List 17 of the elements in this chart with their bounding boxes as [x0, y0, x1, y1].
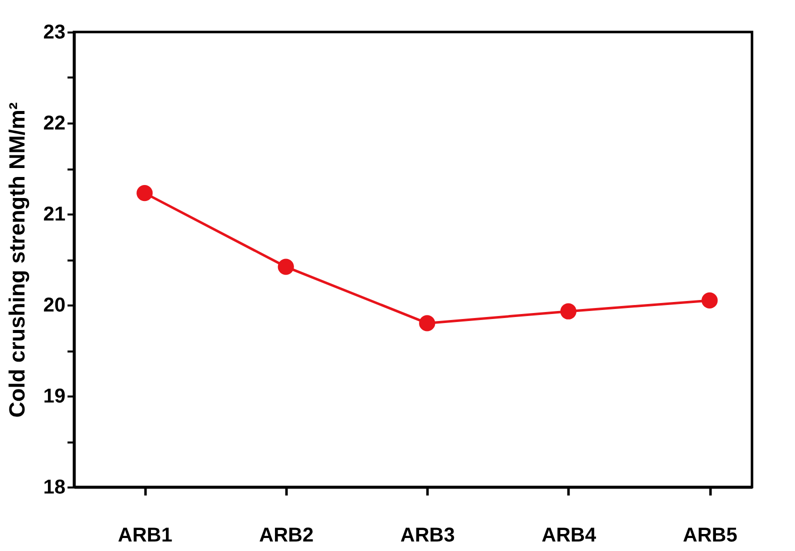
y-tick-label: 18 [43, 476, 66, 498]
point [560, 303, 576, 320]
point [278, 258, 294, 275]
x-tick-label: ARB4 [542, 524, 597, 546]
point [136, 185, 153, 202]
x-tick-label: ARB5 [682, 524, 738, 546]
y-tick-label: 22 [43, 112, 66, 134]
y-tick-label: 21 [43, 204, 66, 226]
y-tick-label: 19 [43, 386, 66, 408]
y-tick-label: 20 [43, 294, 66, 316]
y-axis-title: Cold crushing strength NM/m² [4, 102, 30, 418]
point [702, 292, 718, 308]
y-tick-label: 23 [43, 22, 66, 44]
point [419, 315, 436, 332]
x-tick-label: ARB2 [259, 524, 314, 546]
x-tick-label: ARB1 [118, 524, 172, 546]
x-tick-label: ARB3 [400, 524, 455, 546]
